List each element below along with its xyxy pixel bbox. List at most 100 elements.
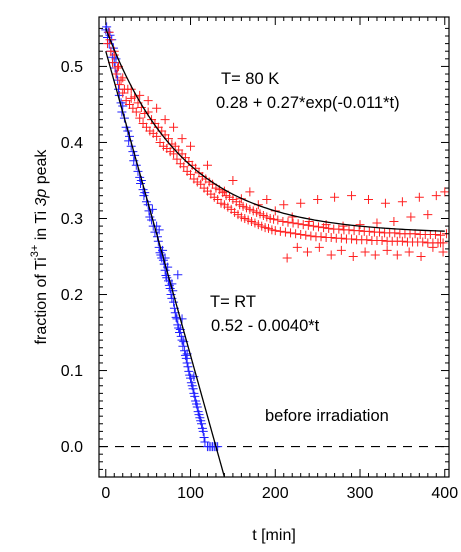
k80-point [347,234,357,244]
rt-point [163,262,173,272]
k80-point [291,229,301,239]
k80-point [330,192,340,202]
x-tick-label: 300 [347,485,374,502]
k80-point [423,210,433,220]
k80-point [303,220,313,230]
k80-point [280,227,290,237]
y-axis-title-superscript: 3+ [29,245,41,258]
k80-point [418,237,428,247]
k80-point [360,247,370,257]
k80-point [338,221,348,231]
y-axis-title-part-1: fraction of Ti [33,257,50,344]
baseline-label: before irradiation [265,407,389,425]
k80-point [172,154,182,164]
k80-point [410,229,420,239]
k80-point [308,221,318,231]
y-axis-title-part-2: in Ti [33,207,50,245]
y-axis-title-part-3: peak [33,149,50,189]
k80-point [380,198,390,208]
rt-point [199,432,209,442]
k80-point [228,175,238,185]
k80-point [118,73,128,83]
k80-point [296,229,306,239]
rt-fit-label: 0.52 - 0.0040*t [211,317,320,335]
k80-point [269,214,279,224]
k80-point [273,215,283,225]
k80-point [438,247,448,257]
k80-point [262,194,272,204]
k80-point [275,226,285,236]
k80-label: T= 80 K [221,70,279,88]
k80-point [113,63,123,73]
x-axis-title: t [min] [252,527,296,544]
k80-point [270,226,280,236]
y-tick-label: 0.0 [61,439,83,456]
k80-point [152,103,162,113]
k80-point [326,232,336,242]
k80-point [390,228,400,238]
k80-point [314,242,324,252]
k80-point [143,96,153,106]
k80-point [416,252,426,262]
k80-point [364,226,374,236]
y-tick-label: 0.4 [61,135,83,152]
k80-point [114,80,124,90]
k80-point [302,247,312,257]
x-tick-label: 200 [262,485,289,502]
k80-point [336,245,346,255]
y-axis-title-italic: 3p [33,189,50,207]
k80-point [313,222,323,232]
k80-point [440,187,449,197]
k80-point [404,247,414,257]
k80-point [202,160,212,170]
y-axis-title: fraction of Ti3+ in Ti 3p peak [29,149,50,345]
k80-point [324,223,334,233]
k80-point [428,242,438,252]
k80-point [179,162,189,172]
k80-point [354,226,364,236]
k80-point [169,149,179,159]
k80-point [348,252,358,262]
plot-frame [98,16,450,478]
k80-point [372,218,382,228]
rt-point [198,426,208,436]
k80-point [306,231,316,241]
k80-point [177,134,187,144]
rt-point [171,312,181,322]
k80-point [298,220,308,230]
k80-point [282,253,292,263]
x-tick-label: 0 [101,485,110,502]
rt-point [184,366,194,376]
k80-point [131,107,141,117]
rt-point [190,391,200,401]
rt-point [176,331,186,341]
k80-point [186,169,196,179]
k80-point [278,217,288,227]
k80-point [135,113,145,123]
rt-point [124,136,134,146]
k80-point [336,233,346,243]
k80-point [160,115,170,125]
k80-fit-line [105,28,445,232]
k80-point [347,191,357,201]
k80-point [370,250,380,260]
y-tick-label: 0.3 [61,211,83,228]
k80-point [301,230,311,240]
x-tick-label: 100 [177,485,204,502]
k80-point [169,122,179,132]
k80-point [313,194,323,204]
rt-point [197,419,207,429]
k80-point [116,75,126,85]
k80-point [436,230,446,240]
k80-point [326,250,336,260]
k80-point [375,227,385,237]
k80-point [191,163,201,173]
k80-point [377,236,387,246]
k80-point [283,217,293,227]
rt-point [169,297,179,307]
k80-point [431,191,441,201]
k80-point [287,212,297,222]
k80-point [279,200,289,210]
k80-point [389,217,399,227]
